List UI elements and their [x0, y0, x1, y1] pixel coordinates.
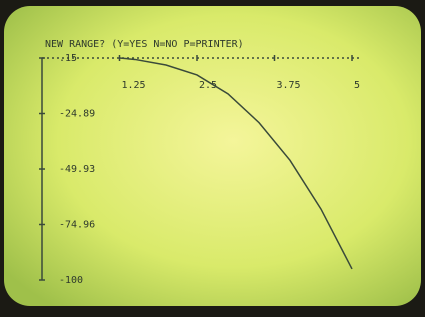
y-tick-label: .15 — [59, 53, 77, 64]
y-tick-label: -74.96 — [59, 219, 95, 230]
y-tick-label: -24.89 — [59, 109, 95, 120]
page: NEW RANGE? (Y=YES N=NO P=PRINTER) .15 -24… — [0, 0, 425, 313]
y-tick-label: -100 — [59, 275, 83, 286]
y-tick-label: -49.93 — [59, 164, 95, 175]
x-tick-label: 5 — [354, 80, 360, 91]
x-tick-label: 1.25 — [122, 80, 146, 91]
chart: NEW RANGE? (Y=YES N=NO P=PRINTER) .15 -24… — [0, 0, 425, 313]
screen — [4, 6, 421, 306]
x-tick-label: 3.75 — [277, 80, 301, 91]
chart-title: NEW RANGE? (Y=YES N=NO P=PRINTER) — [45, 39, 244, 50]
